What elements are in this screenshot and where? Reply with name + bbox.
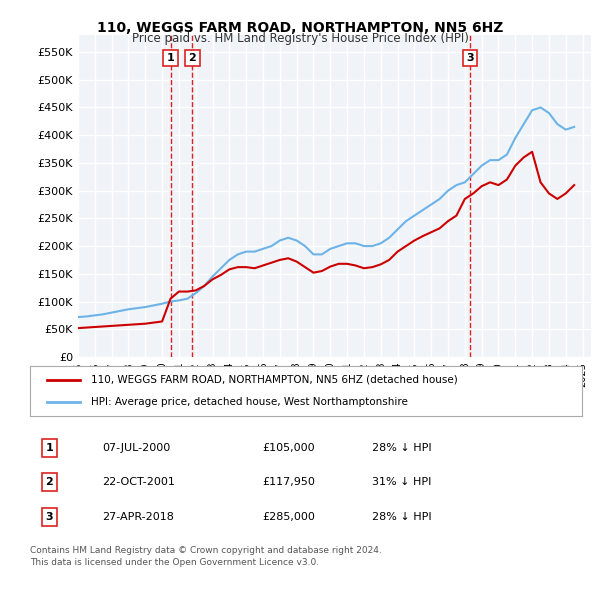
Text: 1: 1 bbox=[167, 53, 175, 63]
Text: 2: 2 bbox=[46, 477, 53, 487]
Text: 28% ↓ HPI: 28% ↓ HPI bbox=[372, 443, 432, 453]
Text: 1: 1 bbox=[46, 443, 53, 453]
Text: Contains HM Land Registry data © Crown copyright and database right 2024.: Contains HM Land Registry data © Crown c… bbox=[30, 546, 382, 555]
Text: 27-APR-2018: 27-APR-2018 bbox=[102, 512, 173, 522]
Text: 3: 3 bbox=[466, 53, 474, 63]
Text: £285,000: £285,000 bbox=[262, 512, 315, 522]
Text: £105,000: £105,000 bbox=[262, 443, 314, 453]
Text: 22-OCT-2001: 22-OCT-2001 bbox=[102, 477, 175, 487]
Text: Price paid vs. HM Land Registry's House Price Index (HPI): Price paid vs. HM Land Registry's House … bbox=[131, 32, 469, 45]
Text: 2: 2 bbox=[188, 53, 196, 63]
Text: 110, WEGGS FARM ROAD, NORTHAMPTON, NN5 6HZ (detached house): 110, WEGGS FARM ROAD, NORTHAMPTON, NN5 6… bbox=[91, 375, 457, 385]
Text: This data is licensed under the Open Government Licence v3.0.: This data is licensed under the Open Gov… bbox=[30, 558, 319, 566]
Text: 110, WEGGS FARM ROAD, NORTHAMPTON, NN5 6HZ: 110, WEGGS FARM ROAD, NORTHAMPTON, NN5 6… bbox=[97, 21, 503, 35]
Text: £117,950: £117,950 bbox=[262, 477, 315, 487]
Text: 31% ↓ HPI: 31% ↓ HPI bbox=[372, 477, 431, 487]
Text: 3: 3 bbox=[46, 512, 53, 522]
Text: 07-JUL-2000: 07-JUL-2000 bbox=[102, 443, 170, 453]
Text: 28% ↓ HPI: 28% ↓ HPI bbox=[372, 512, 432, 522]
Text: HPI: Average price, detached house, West Northamptonshire: HPI: Average price, detached house, West… bbox=[91, 397, 407, 407]
